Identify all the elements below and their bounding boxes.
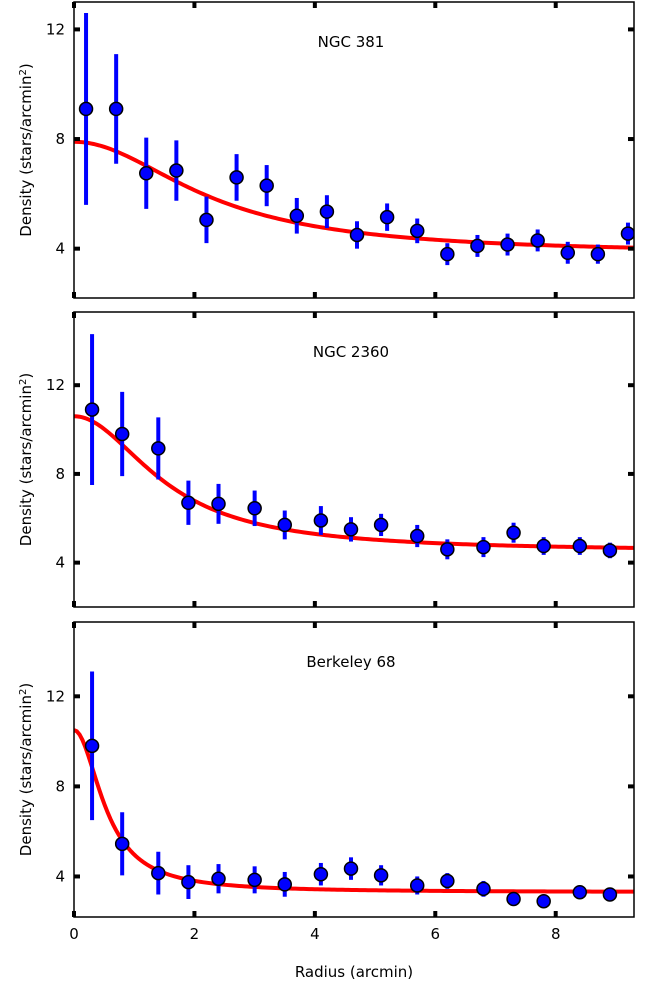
data-point	[506, 525, 521, 540]
data-point	[114, 836, 130, 852]
data-point	[476, 539, 491, 555]
data-point	[151, 865, 166, 881]
data-point	[476, 881, 491, 897]
data-point	[560, 245, 576, 261]
panel-title: NGC 2360	[313, 343, 389, 361]
x-tick-label: 6	[431, 925, 441, 943]
data-point	[572, 538, 588, 554]
data-point	[169, 163, 184, 178]
data-point	[620, 226, 634, 241]
data-point	[602, 543, 618, 558]
plot-frame	[73, 1, 635, 299]
data-point	[313, 866, 329, 882]
x-tick-label: 4	[310, 925, 320, 943]
data-point	[199, 212, 214, 228]
data-point	[229, 170, 244, 185]
y-axis-label: Density (stars/arcmin2)	[17, 373, 35, 546]
y-tick-label: 4	[55, 867, 65, 885]
data-point	[151, 441, 166, 456]
data-point	[84, 402, 100, 417]
y-tick-label: 12	[46, 20, 65, 38]
fit-curve	[74, 728, 634, 894]
y-tick-label: 8	[55, 777, 65, 795]
data-point	[470, 238, 485, 254]
data-point	[277, 877, 293, 892]
plot-frame	[73, 621, 635, 918]
data-point	[108, 101, 124, 117]
panels: 4 8 12 NGC 381 Density (stars/arcmin2) 4 8 12 NG…	[17, 1, 635, 943]
x-axis-label: Radius (arcmin)	[295, 963, 413, 981]
data-point	[536, 538, 551, 554]
data-point	[409, 223, 425, 239]
data-point	[343, 522, 359, 537]
data-point	[379, 209, 395, 225]
panel-1: 4 8 12 NGC 381 Density (stars/arcmin2)	[17, 1, 635, 299]
panel-title: Berkeley 68	[306, 653, 395, 671]
data-point	[181, 495, 196, 511]
data-point	[319, 204, 335, 219]
data-point	[343, 861, 359, 876]
data-point	[536, 893, 551, 909]
data-point	[259, 178, 274, 193]
data-point	[181, 874, 196, 890]
y-tick-label: 4	[55, 240, 65, 258]
y-tick-label: 8	[55, 130, 65, 148]
data-point	[78, 101, 94, 117]
x-tick-label: 8	[551, 925, 561, 943]
data-point	[530, 233, 545, 248]
data-point	[114, 426, 130, 442]
data-point	[602, 887, 618, 902]
panel-3: 0 2 4 6 8 4 8 12 Berkeley 68 Density (stars/arcmi…	[17, 621, 635, 943]
data-point	[289, 208, 305, 224]
panel-title: NGC 381	[318, 33, 385, 51]
data-point	[409, 528, 425, 544]
x-tick-label: 2	[190, 925, 200, 943]
plot-frame	[73, 311, 635, 608]
data-point	[84, 738, 100, 754]
panel-2: 4 8 12 NGC 2360 Density (stars/arcmin2)	[17, 311, 635, 608]
data-point	[409, 878, 425, 893]
data-point	[277, 517, 293, 533]
data-point	[247, 872, 262, 888]
data-point	[500, 237, 515, 252]
data-point	[211, 496, 226, 512]
data-point	[349, 227, 365, 243]
data-point	[313, 513, 329, 528]
data-point	[211, 871, 226, 886]
data-point	[373, 868, 389, 883]
x-tick-label: 0	[69, 925, 79, 943]
data-point	[440, 873, 455, 889]
y-tick-label: 12	[46, 687, 65, 705]
y-axis-label: Density (stars/arcmin2)	[17, 683, 35, 856]
data-point	[440, 246, 455, 262]
y-tick-label: 12	[46, 376, 65, 394]
data-point	[373, 517, 389, 533]
data-point	[139, 166, 154, 181]
data-point	[506, 891, 521, 907]
y-axis-label: Density (stars/arcmin2)	[17, 63, 35, 236]
data-point	[590, 246, 606, 262]
data-point	[247, 501, 262, 516]
data-point	[440, 542, 455, 557]
y-tick-label: 8	[55, 465, 65, 483]
data-point	[572, 884, 588, 900]
y-tick-label: 4	[55, 554, 65, 572]
